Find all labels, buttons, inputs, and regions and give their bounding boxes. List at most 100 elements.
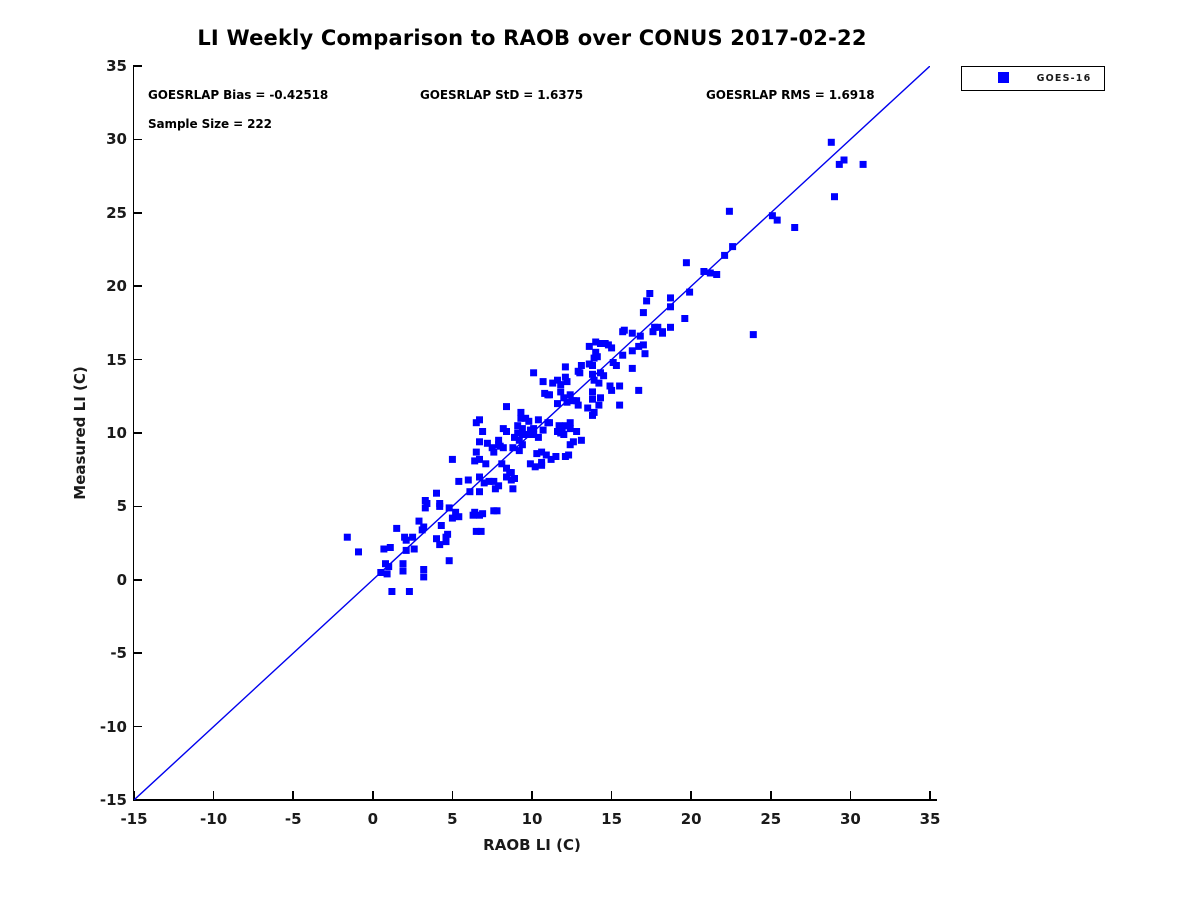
scatter-point: [476, 488, 483, 496]
x-tick-mark: [451, 791, 454, 799]
scatter-point: [452, 508, 460, 516]
scatter-point: [482, 460, 490, 468]
scatter-point: [405, 588, 413, 595]
scatter-point: [514, 429, 522, 437]
scatter-point: [476, 511, 483, 519]
y-tick-label: 35: [106, 57, 127, 75]
x-tick-mark: [212, 791, 215, 799]
scatter-point: [472, 419, 480, 427]
scatter-point: [455, 513, 463, 521]
scatter-point: [386, 544, 394, 551]
scatter-point: [399, 560, 407, 568]
scatter-point: [560, 431, 568, 438]
y-tick-mark: [134, 212, 142, 214]
scatter-point: [471, 508, 479, 516]
scatter-point: [444, 530, 452, 538]
scatter-point: [592, 338, 600, 346]
scatter-point: [639, 341, 647, 349]
scatter-point: [534, 416, 542, 424]
scatter-point: [593, 353, 601, 361]
x-tick-label: 15: [601, 810, 623, 828]
plot-area: [133, 65, 931, 801]
scatter-point: [566, 391, 574, 399]
scatter-point: [343, 533, 351, 541]
scatter-point: [713, 271, 721, 278]
scatter-point: [573, 428, 581, 435]
scatter-point: [420, 566, 428, 573]
scatter-point: [511, 475, 518, 482]
scatter-point: [628, 329, 636, 337]
scatter-point: [420, 573, 428, 581]
scatter-point: [595, 401, 603, 409]
scatter-point: [584, 404, 592, 412]
scatter-point: [448, 455, 456, 463]
scatter-point: [667, 303, 674, 311]
scatter-point: [531, 463, 539, 471]
scatter-point: [561, 422, 569, 430]
scatter-point: [840, 156, 848, 164]
scatter-point: [385, 563, 393, 571]
plot-svg: [133, 65, 931, 801]
y-tick-label: 5: [116, 497, 127, 516]
scatter-point: [503, 403, 510, 411]
scatter-point: [399, 567, 407, 575]
scatter-point: [589, 395, 596, 403]
scatter-point: [436, 541, 444, 549]
scatter-point: [554, 376, 561, 384]
scatter-point: [592, 348, 600, 356]
y-tick-mark: [134, 432, 142, 434]
scatter-point: [773, 216, 781, 224]
scatter-point: [686, 288, 694, 296]
scatter-point: [539, 378, 547, 386]
scatter-point: [835, 160, 843, 168]
scatter-point: [619, 351, 627, 359]
scatter-point: [503, 473, 510, 481]
scatter-point: [682, 259, 690, 267]
scatter-point: [506, 469, 514, 477]
scatter-point: [466, 488, 474, 496]
scatter-point: [595, 379, 603, 387]
y-tick-label: 30: [106, 130, 127, 149]
scatter-point: [628, 364, 636, 372]
scatter-point: [515, 447, 523, 455]
x-tick-label: 30: [839, 810, 861, 828]
y-axis-spine: [132, 65, 135, 801]
scatter-point: [538, 448, 546, 456]
scatter-point: [577, 362, 585, 369]
scatter-point: [585, 342, 593, 350]
scatter-point: [517, 414, 525, 422]
scatter-point: [402, 536, 410, 544]
scatter-point: [590, 376, 598, 384]
scatter-point: [659, 328, 666, 336]
scatter-point: [490, 477, 498, 485]
scatter-point: [495, 436, 503, 444]
scatter-point: [525, 431, 533, 438]
scatter-point: [557, 388, 565, 396]
x-tick-mark: [610, 791, 613, 799]
scatter-point: [552, 453, 560, 460]
scatter-point: [410, 545, 418, 553]
scatter-point: [554, 400, 561, 408]
scatter-point: [635, 386, 643, 394]
scatter-point: [515, 436, 523, 444]
scatter-point: [539, 426, 547, 434]
scatter-point: [433, 535, 440, 543]
scatter-point: [477, 527, 485, 535]
x-tick-label: -10: [200, 810, 228, 828]
scatter-point: [620, 326, 628, 334]
scatter-point: [480, 479, 488, 487]
y-tick-mark: [134, 285, 142, 287]
scatter-point: [433, 489, 440, 497]
scatter-point: [859, 160, 867, 168]
scatter-point: [493, 507, 501, 515]
scatter-point: [511, 433, 518, 441]
scatter-point: [729, 243, 737, 251]
scatter-point: [530, 428, 538, 435]
scatter-point: [549, 379, 557, 387]
stat-std: GOESRLAP StD = 1.6375: [420, 88, 583, 102]
scatter-point: [488, 444, 496, 452]
scatter-point: [483, 439, 491, 447]
scatter-point: [533, 450, 541, 458]
scatter-point: [445, 557, 453, 565]
stat-sample-size: Sample Size = 222: [148, 117, 272, 131]
